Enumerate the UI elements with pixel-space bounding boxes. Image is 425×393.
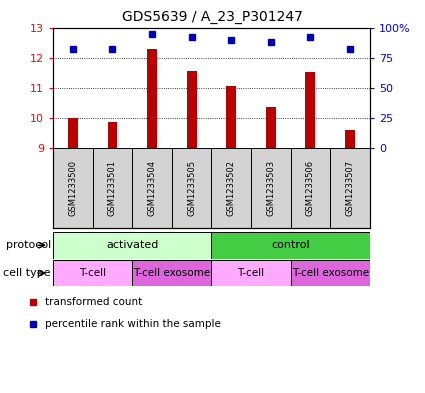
Bar: [306, 72, 315, 148]
Text: GSM1233501: GSM1233501: [108, 160, 117, 216]
Text: GSM1233505: GSM1233505: [187, 160, 196, 216]
Bar: [147, 49, 157, 148]
Text: GDS5639 / A_23_P301247: GDS5639 / A_23_P301247: [122, 10, 303, 24]
Text: T-cell exosome: T-cell exosome: [133, 268, 210, 278]
Bar: [211, 148, 251, 228]
Text: T-cell: T-cell: [238, 268, 265, 278]
Bar: [93, 148, 132, 228]
Bar: [291, 260, 370, 286]
Bar: [53, 260, 132, 286]
Bar: [345, 130, 355, 148]
Bar: [132, 260, 211, 286]
Bar: [291, 148, 330, 228]
Bar: [53, 148, 93, 228]
Bar: [211, 260, 291, 286]
Bar: [172, 148, 211, 228]
Text: GSM1233504: GSM1233504: [147, 160, 156, 216]
Bar: [226, 86, 236, 148]
Bar: [187, 71, 197, 148]
Text: activated: activated: [106, 240, 159, 250]
Text: GSM1233506: GSM1233506: [306, 160, 315, 216]
Bar: [108, 122, 117, 148]
Text: cell type: cell type: [3, 268, 51, 278]
Bar: [251, 148, 291, 228]
Bar: [266, 107, 276, 148]
Bar: [53, 232, 211, 259]
Text: GSM1233502: GSM1233502: [227, 160, 236, 216]
Bar: [330, 148, 370, 228]
Text: control: control: [271, 240, 310, 250]
Text: protocol: protocol: [6, 240, 51, 250]
Bar: [132, 148, 172, 228]
Text: transformed count: transformed count: [45, 297, 142, 307]
Text: T-cell: T-cell: [79, 268, 106, 278]
Text: percentile rank within the sample: percentile rank within the sample: [45, 319, 221, 329]
Text: GSM1233500: GSM1233500: [68, 160, 77, 216]
Text: GSM1233507: GSM1233507: [346, 160, 354, 216]
Text: GSM1233503: GSM1233503: [266, 160, 275, 216]
Bar: [68, 118, 78, 148]
Text: T-cell exosome: T-cell exosome: [292, 268, 369, 278]
Bar: [211, 232, 370, 259]
